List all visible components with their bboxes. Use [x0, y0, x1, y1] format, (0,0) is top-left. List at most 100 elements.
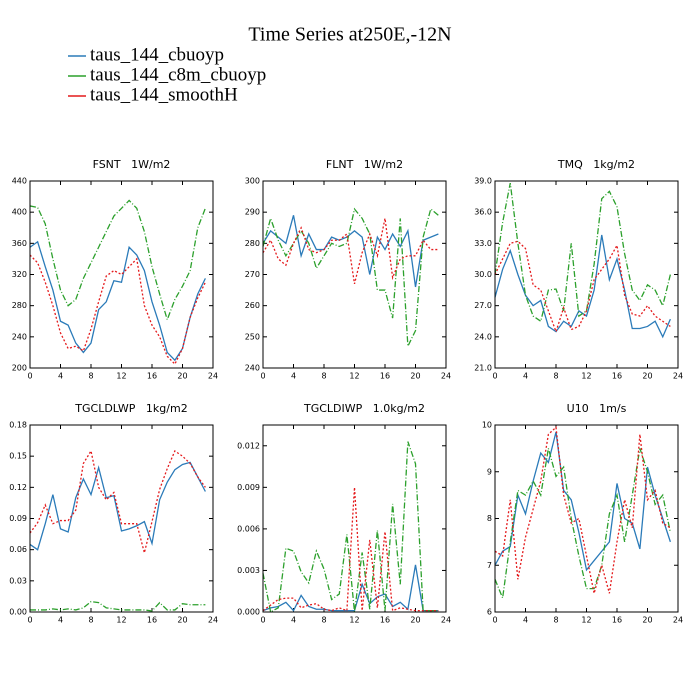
- y-tick-label: 0.18: [9, 421, 27, 430]
- series-line: [494, 448, 672, 601]
- x-tick-label: 12: [116, 616, 126, 625]
- x-tick-label: 8: [88, 372, 93, 381]
- series-line: [29, 199, 206, 322]
- x-tick-label: 16: [147, 372, 157, 381]
- y-tick-label: 300: [245, 177, 260, 186]
- y-tick-label: 250: [245, 332, 260, 341]
- x-tick-label: 20: [410, 616, 420, 625]
- y-tick-label: 270: [245, 270, 260, 279]
- x-tick-label: 12: [349, 372, 359, 381]
- series-line: [262, 564, 439, 612]
- figure-title: Time Series at250E,-12N: [248, 24, 451, 46]
- series-line: [494, 431, 671, 572]
- x-tick-label: 20: [177, 372, 187, 381]
- x-tick-label: 0: [27, 372, 32, 381]
- plot-frame: [494, 180, 679, 369]
- y-tick-label: 7: [487, 561, 492, 570]
- y-tick-label: 200: [12, 364, 27, 373]
- y-tick-label: 0.006: [237, 524, 260, 533]
- plot-frame: [29, 180, 214, 369]
- y-tick-label: 240: [12, 332, 27, 341]
- x-tick-label: 0: [260, 372, 265, 381]
- series-line: [262, 441, 439, 613]
- y-tick-label: 27.0: [474, 301, 492, 310]
- series-line: [29, 449, 206, 553]
- x-tick-label: 12: [581, 616, 591, 625]
- y-tick-label: 280: [12, 301, 27, 310]
- y-tick-label: 8: [487, 514, 492, 523]
- y-tick-label: 0.003: [237, 566, 260, 575]
- x-tick-label: 24: [441, 372, 451, 381]
- x-tick-label: 8: [321, 372, 326, 381]
- y-tick-label: 0.00: [9, 608, 27, 617]
- y-tick-label: 10: [482, 421, 492, 430]
- x-tick-label: 4: [291, 616, 296, 625]
- x-tick-label: 4: [291, 372, 296, 381]
- y-tick-label: 290: [245, 208, 260, 217]
- y-tick-label: 30.0: [474, 270, 492, 279]
- panel-title: TGCLDIWP 1.0kg/m2: [303, 402, 425, 415]
- x-tick-label: 20: [410, 372, 420, 381]
- y-tick-label: 400: [12, 208, 27, 217]
- x-tick-label: 12: [349, 616, 359, 625]
- x-tick-label: 20: [642, 616, 652, 625]
- y-tick-label: 9: [487, 467, 492, 476]
- legend-label: taus_144_c8m_cbuoyp: [90, 64, 266, 85]
- x-tick-label: 20: [177, 616, 187, 625]
- y-tick-label: 0.06: [9, 545, 27, 554]
- y-tick-label: 0.12: [9, 483, 27, 492]
- panel-title: U10 1m/s: [567, 402, 627, 415]
- x-tick-label: 0: [492, 372, 497, 381]
- x-tick-label: 0: [260, 616, 265, 625]
- series-line: [494, 425, 671, 594]
- x-tick-label: 8: [553, 616, 558, 625]
- y-tick-label: 260: [245, 301, 260, 310]
- x-tick-label: 0: [27, 616, 32, 625]
- series-line: [494, 240, 671, 334]
- plot-frame: [29, 424, 214, 613]
- x-tick-label: 4: [58, 616, 63, 625]
- series-line: [30, 600, 206, 612]
- series-line: [262, 487, 439, 612]
- x-tick-label: 12: [581, 372, 591, 381]
- x-tick-label: 0: [492, 616, 497, 625]
- series-line: [29, 461, 206, 551]
- y-tick-label: 39.0: [474, 177, 492, 186]
- y-tick-label: 240: [245, 364, 260, 373]
- x-tick-label: 20: [642, 372, 652, 381]
- panel-title: TMQ 1kg/m2: [557, 158, 635, 171]
- x-tick-label: 24: [673, 372, 683, 381]
- legend-label: taus_144_smoothH: [90, 84, 238, 105]
- x-tick-label: 16: [380, 372, 390, 381]
- series-line: [262, 215, 439, 288]
- y-tick-label: 0.009: [237, 483, 260, 492]
- y-tick-label: 33.0: [474, 239, 492, 248]
- y-tick-label: 0.15: [9, 452, 27, 461]
- x-tick-label: 8: [321, 616, 326, 625]
- x-tick-label: 24: [673, 616, 683, 625]
- y-tick-label: 36.0: [474, 208, 492, 217]
- x-tick-label: 4: [58, 372, 63, 381]
- y-tick-label: 6: [487, 608, 492, 617]
- panel-title: FSNT 1W/m2: [93, 158, 171, 171]
- y-tick-label: 320: [12, 270, 27, 279]
- series-line: [29, 254, 206, 366]
- y-tick-label: 0.000: [237, 608, 260, 617]
- x-tick-label: 24: [208, 616, 218, 625]
- x-tick-label: 16: [612, 616, 622, 625]
- x-tick-label: 16: [612, 372, 622, 381]
- x-tick-label: 16: [380, 616, 390, 625]
- panel-title: FLNT 1W/m2: [326, 158, 403, 171]
- plot-frame: [262, 180, 447, 369]
- x-tick-label: 24: [441, 616, 451, 625]
- panel-title: TGCLDLWP 1kg/m2: [74, 402, 187, 415]
- plot-frame: [494, 424, 679, 613]
- series-line: [494, 182, 672, 323]
- y-tick-label: 0.012: [237, 441, 260, 450]
- y-tick-label: 21.0: [474, 364, 492, 373]
- y-tick-label: 0.09: [9, 514, 27, 523]
- plot-frame: [262, 424, 447, 613]
- x-tick-label: 8: [88, 616, 93, 625]
- y-tick-label: 280: [245, 239, 260, 248]
